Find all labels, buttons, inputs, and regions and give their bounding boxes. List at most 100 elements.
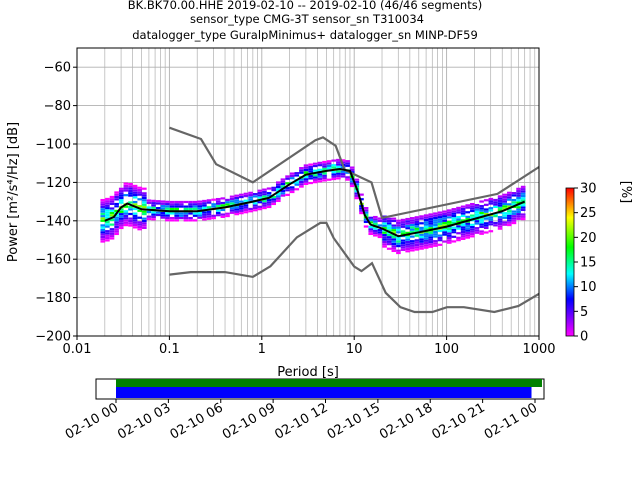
density-cell xyxy=(118,226,124,230)
density-cell xyxy=(215,204,221,208)
density-cell xyxy=(493,215,498,218)
density-cell xyxy=(280,192,286,195)
density-cell xyxy=(409,242,415,245)
density-cell xyxy=(252,202,258,205)
density-cell xyxy=(128,187,133,190)
density-cell xyxy=(382,224,387,227)
density-cell xyxy=(460,235,466,238)
colorbar-tick-label: 30 xyxy=(580,182,597,197)
density-cell xyxy=(396,219,401,222)
density-cell xyxy=(520,206,526,209)
density-cell xyxy=(169,216,175,220)
density-cell xyxy=(493,221,498,225)
density-cell xyxy=(474,206,480,209)
density-cell xyxy=(433,217,438,220)
density-cell xyxy=(248,210,253,213)
density-cell xyxy=(308,170,313,173)
density-cell xyxy=(419,238,424,241)
density-cell xyxy=(507,205,512,208)
density-cell xyxy=(363,213,369,217)
density-cell xyxy=(520,218,526,221)
density-cell xyxy=(373,227,378,230)
density-cell xyxy=(178,200,184,204)
density-cell xyxy=(368,218,374,222)
density-cell xyxy=(317,177,323,181)
density-cell xyxy=(118,196,124,200)
density-cell xyxy=(248,198,253,201)
density-cell xyxy=(100,198,106,202)
density-cell xyxy=(262,193,267,196)
series-lines xyxy=(104,126,539,314)
density-cell xyxy=(497,220,503,223)
density-cell xyxy=(312,162,318,165)
density-cell xyxy=(322,163,327,166)
density-cell xyxy=(451,210,457,213)
density-cell xyxy=(474,215,480,218)
density-cell xyxy=(497,222,503,226)
density-cell xyxy=(520,208,526,212)
density-cell xyxy=(437,211,443,214)
density-cell xyxy=(433,240,438,243)
density-cell xyxy=(257,191,263,195)
density-cell xyxy=(271,198,276,201)
density-cell xyxy=(446,213,452,217)
density-cell xyxy=(239,193,244,196)
density-cell xyxy=(442,219,447,222)
density-cell xyxy=(299,178,304,181)
density-cell xyxy=(252,193,258,196)
density-cell xyxy=(359,207,364,210)
density-cell xyxy=(183,216,189,220)
density-cell xyxy=(109,198,115,201)
density-cell xyxy=(502,195,507,199)
density-cell xyxy=(470,209,475,213)
density-cell xyxy=(451,221,457,225)
density-cell xyxy=(446,216,452,219)
density-cell xyxy=(322,172,327,175)
density-cell xyxy=(502,212,507,215)
density-cell xyxy=(502,216,507,219)
density-cell xyxy=(465,229,471,232)
density-cell xyxy=(308,165,313,168)
density-cell xyxy=(197,214,203,217)
density-cell xyxy=(160,211,166,215)
density-cell xyxy=(419,229,424,232)
density-cell xyxy=(326,162,332,165)
density-cell xyxy=(391,231,397,234)
density-cell xyxy=(516,210,521,213)
density-cell xyxy=(396,221,401,225)
density-cell xyxy=(188,216,193,220)
density-cell xyxy=(497,202,503,205)
density-cell xyxy=(197,202,203,206)
density-cell xyxy=(507,193,512,197)
density-cell xyxy=(174,214,179,217)
density-cell xyxy=(303,178,309,181)
density-cell xyxy=(105,204,110,207)
density-cell xyxy=(271,202,276,206)
density-cell xyxy=(386,222,392,225)
density-cell xyxy=(428,234,434,237)
density-cell xyxy=(437,243,443,246)
density-cell xyxy=(169,205,175,208)
density-cell xyxy=(239,195,244,199)
density-cell xyxy=(123,219,129,222)
density-cell xyxy=(354,192,360,195)
density-cell xyxy=(285,193,290,196)
density-cell xyxy=(262,206,267,210)
density-cell xyxy=(377,217,383,220)
density-cell xyxy=(211,214,216,217)
density-cell xyxy=(303,180,309,183)
density-cell xyxy=(257,194,263,197)
density-cell xyxy=(340,170,346,173)
density-cell xyxy=(474,210,480,214)
density-cell xyxy=(507,221,512,224)
density-cell xyxy=(340,173,346,176)
density-cell xyxy=(377,224,383,227)
density-cell xyxy=(391,217,397,220)
density-cell xyxy=(451,214,457,218)
density-cell xyxy=(128,217,133,220)
density-cell xyxy=(192,205,198,208)
density-cell xyxy=(520,190,526,193)
density-cell xyxy=(299,171,304,174)
density-cell xyxy=(123,221,129,224)
colorbar-tick-label: 5 xyxy=(580,305,588,320)
